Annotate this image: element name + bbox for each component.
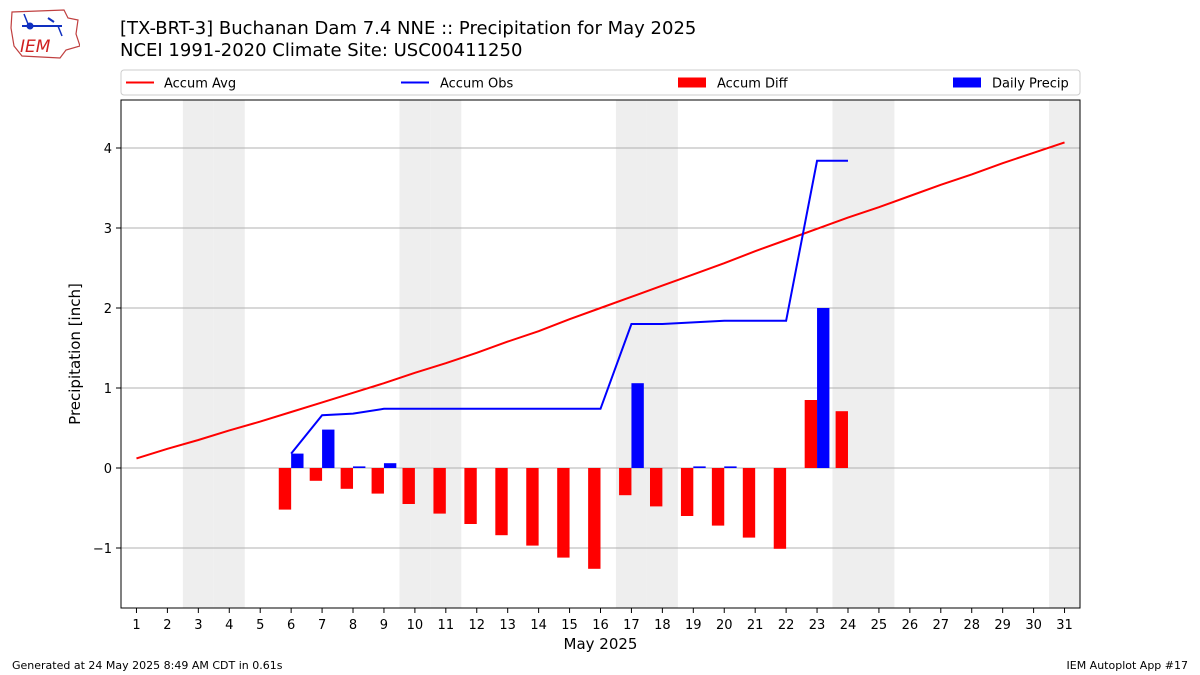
x-tick-label: 12 bbox=[468, 618, 485, 633]
x-tick-label: 4 bbox=[225, 618, 233, 633]
footer-generated: Generated at 24 May 2025 8:49 AM CDT in … bbox=[12, 659, 283, 672]
accum-diff-bar bbox=[340, 468, 354, 489]
chart-title: [TX-BRT-3] Buchanan Dam 7.4 NNE :: Preci… bbox=[120, 18, 697, 39]
plot-frame bbox=[120, 99, 1081, 609]
accum-diff-bar bbox=[557, 468, 570, 558]
chart-legend: Accum Avg Accum Obs Accum Diff Daily Precip bbox=[120, 69, 1081, 96]
accum-diff-bar bbox=[433, 468, 446, 514]
accum-diff-bar bbox=[773, 468, 787, 549]
weekend-shade bbox=[832, 100, 864, 608]
legend-label-accum-avg: Accum Avg bbox=[164, 77, 236, 92]
weekend-shade bbox=[863, 100, 895, 608]
daily-precip-bar bbox=[631, 383, 644, 468]
accum-diff-bar bbox=[526, 468, 539, 546]
legend-label-accum-diff: Accum Diff bbox=[717, 77, 789, 92]
x-tick-label: 17 bbox=[623, 618, 640, 633]
accum-diff-bar bbox=[804, 400, 818, 468]
y-tick-label: 4 bbox=[104, 142, 112, 157]
x-tick-label: 19 bbox=[685, 618, 702, 633]
x-tick-label: 30 bbox=[1025, 618, 1042, 633]
x-tick-label: 25 bbox=[871, 618, 888, 633]
x-tick-label: 21 bbox=[747, 618, 764, 633]
x-tick-label: 26 bbox=[902, 618, 919, 633]
x-tick-label: 8 bbox=[349, 618, 357, 633]
iem-logo: IEM bbox=[10, 9, 80, 59]
daily-precip-bar bbox=[724, 466, 737, 468]
accum-diff-bar bbox=[495, 468, 508, 536]
accum-obs-line bbox=[290, 159, 848, 455]
logo-text: IEM bbox=[20, 37, 51, 57]
accum-diff-bar bbox=[278, 468, 292, 510]
x-tick-label: 23 bbox=[809, 618, 826, 633]
weekend-shade bbox=[430, 100, 462, 608]
accum-diff-bar bbox=[742, 468, 756, 538]
x-tick-label: 7 bbox=[318, 618, 326, 633]
weekend-shade bbox=[646, 100, 678, 608]
legend-swatch-accum-diff bbox=[678, 77, 706, 88]
x-tick-label: 18 bbox=[654, 618, 671, 633]
weekend-shade bbox=[615, 100, 647, 608]
accum-diff-bar bbox=[680, 468, 694, 516]
x-tick-label: 24 bbox=[840, 618, 857, 633]
accum-avg-line bbox=[136, 141, 1065, 460]
accum-diff-bar bbox=[371, 468, 384, 494]
accum-diff-bar bbox=[309, 468, 323, 481]
accum-diff-bar bbox=[835, 411, 848, 468]
x-tick-label: 28 bbox=[963, 618, 980, 633]
x-tick-label: 14 bbox=[530, 618, 547, 633]
daily-precip-bar bbox=[322, 429, 335, 468]
y-tick-label: 1 bbox=[104, 382, 112, 397]
daily-precip-bar bbox=[383, 463, 397, 468]
x-tick-label: 31 bbox=[1056, 618, 1073, 633]
x-tick-label: 15 bbox=[561, 618, 578, 633]
x-tick-label: 13 bbox=[499, 618, 516, 633]
x-axis-label: May 2025 bbox=[564, 635, 638, 653]
daily-precip-bar bbox=[817, 308, 830, 468]
x-tick-label: 16 bbox=[592, 618, 609, 633]
accum-diff-bar bbox=[464, 468, 477, 524]
y-tick-label: −1 bbox=[93, 542, 112, 557]
y-tick-label: 0 bbox=[104, 462, 112, 477]
accum-diff-bar bbox=[402, 468, 415, 504]
accum-diff-bar bbox=[649, 468, 663, 507]
weather-station-icon bbox=[22, 13, 63, 37]
footer-app: IEM Autoplot App #17 bbox=[1066, 659, 1189, 672]
x-tick-label: 29 bbox=[994, 618, 1011, 633]
y-tick-label: 2 bbox=[104, 302, 112, 317]
legend-swatch-daily-precip bbox=[953, 77, 981, 88]
weekend-shade bbox=[213, 100, 245, 608]
x-tick-label: 10 bbox=[407, 618, 424, 633]
x-tick-label: 3 bbox=[194, 618, 202, 633]
x-tick-label: 5 bbox=[256, 618, 264, 633]
x-tick-label: 22 bbox=[778, 618, 795, 633]
daily-precip-bar bbox=[291, 453, 304, 468]
weekend-shade bbox=[182, 100, 214, 608]
daily-precip-bar bbox=[693, 466, 706, 468]
accum-diff-bar bbox=[588, 468, 601, 569]
daily-precip-bar bbox=[353, 466, 366, 468]
x-tick-label: 9 bbox=[380, 618, 388, 633]
legend-frame bbox=[120, 69, 1081, 96]
chart-subtitle: NCEI 1991-2020 Climate Site: USC00411250 bbox=[120, 40, 523, 61]
weekend-shade bbox=[399, 100, 431, 608]
x-tick-label: 1 bbox=[132, 618, 140, 633]
accum-diff-bar bbox=[711, 468, 725, 526]
y-axis-label: Precipitation [inch] bbox=[66, 283, 84, 425]
accum-diff-bar bbox=[619, 468, 632, 496]
x-tick-label: 2 bbox=[163, 618, 171, 633]
x-tick-label: 6 bbox=[287, 618, 295, 633]
y-tick-label: 3 bbox=[104, 222, 112, 237]
weekend-shade bbox=[1049, 100, 1080, 608]
legend-label-accum-obs: Accum Obs bbox=[440, 77, 513, 92]
legend-label-daily-precip: Daily Precip bbox=[992, 77, 1069, 92]
x-tick-label: 27 bbox=[933, 618, 950, 633]
x-tick-label: 11 bbox=[438, 618, 455, 633]
x-tick-label: 20 bbox=[716, 618, 733, 633]
